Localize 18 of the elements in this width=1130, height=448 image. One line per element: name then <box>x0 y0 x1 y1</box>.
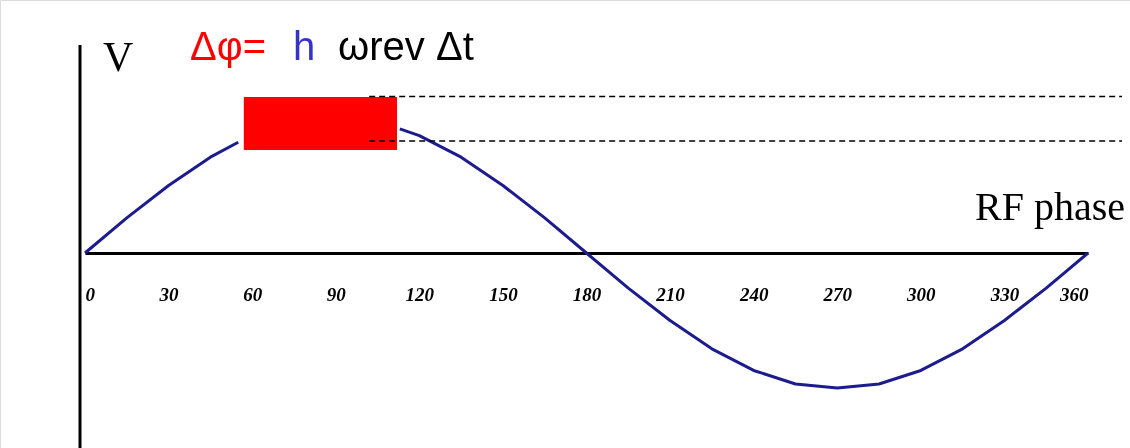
text: Δφ= <box>190 24 267 68</box>
text: ωrev Δt <box>338 24 474 68</box>
x-tick-label: 210 <box>655 283 686 305</box>
y-axis-title: V <box>103 34 134 80</box>
x-tick-label: 300 <box>906 283 937 305</box>
x-tick-label: 0 <box>85 283 96 305</box>
x-axis-title: RF phase <box>975 184 1125 229</box>
x-tick-label: 90 <box>326 283 347 305</box>
x-tick-label: 330 <box>989 283 1020 305</box>
text: h <box>293 24 316 68</box>
x-tick-label: 180 <box>572 283 602 305</box>
x-tick-label: 60 <box>243 283 263 305</box>
x-tick-label: 30 <box>158 283 180 305</box>
x-tick-label: 360 <box>1059 283 1089 305</box>
x-tick-label: 270 <box>822 283 853 305</box>
x-tick-label: 240 <box>738 283 769 305</box>
x-tick-label: 120 <box>405 283 435 305</box>
x-tick-label: 150 <box>489 283 519 305</box>
